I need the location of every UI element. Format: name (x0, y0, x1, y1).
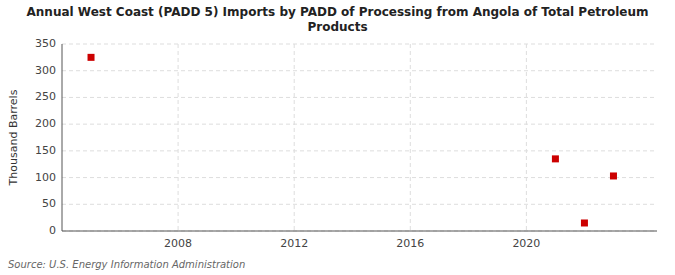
y-tick-label: 300 (35, 64, 56, 77)
y-tick-label: 50 (42, 197, 56, 210)
point (581, 219, 588, 226)
y-tick-label: 100 (35, 171, 56, 184)
chart: Annual West Coast (PADD 5) Imports by PA… (0, 0, 675, 275)
y-axis-line (62, 44, 63, 231)
y-axis-label: Thousand Barrels (7, 89, 20, 186)
y-tick-label: 200 (35, 117, 56, 130)
x-grid-line (410, 44, 411, 231)
title-line: Annual West Coast (PADD 5) Imports by PA… (27, 5, 649, 19)
x-tick-label: 2016 (396, 237, 424, 250)
y-tick-label: 0 (49, 224, 56, 237)
point (552, 155, 559, 162)
points (88, 54, 617, 227)
y-grid-line (62, 44, 657, 45)
x-grid-line (526, 44, 527, 231)
y-grid-line (62, 97, 657, 98)
source-note: Source: U.S. Energy Information Administ… (8, 259, 245, 270)
y-grid-line (62, 177, 657, 178)
title: Annual West Coast (PADD 5) Imports by PA… (27, 5, 649, 34)
y-grid-line (62, 204, 657, 205)
x-grid-line (294, 44, 295, 231)
y-tick-label: 250 (35, 90, 56, 103)
y-tick-label: 150 (35, 144, 56, 157)
y-grid-line (62, 150, 657, 151)
point (610, 172, 617, 179)
x-tick-label: 2008 (164, 237, 192, 250)
x-axis-line (62, 231, 657, 232)
x-grid-line (178, 44, 179, 231)
y-grid-line (62, 124, 657, 125)
y-tick-label: 350 (35, 37, 56, 50)
point (88, 54, 95, 61)
grid (62, 44, 657, 231)
title-line: Products (307, 20, 367, 34)
x-tick-label: 2012 (280, 237, 308, 250)
x-tick-label: 2020 (512, 237, 540, 250)
y-grid-line (62, 231, 657, 232)
y-grid-line (62, 70, 657, 71)
